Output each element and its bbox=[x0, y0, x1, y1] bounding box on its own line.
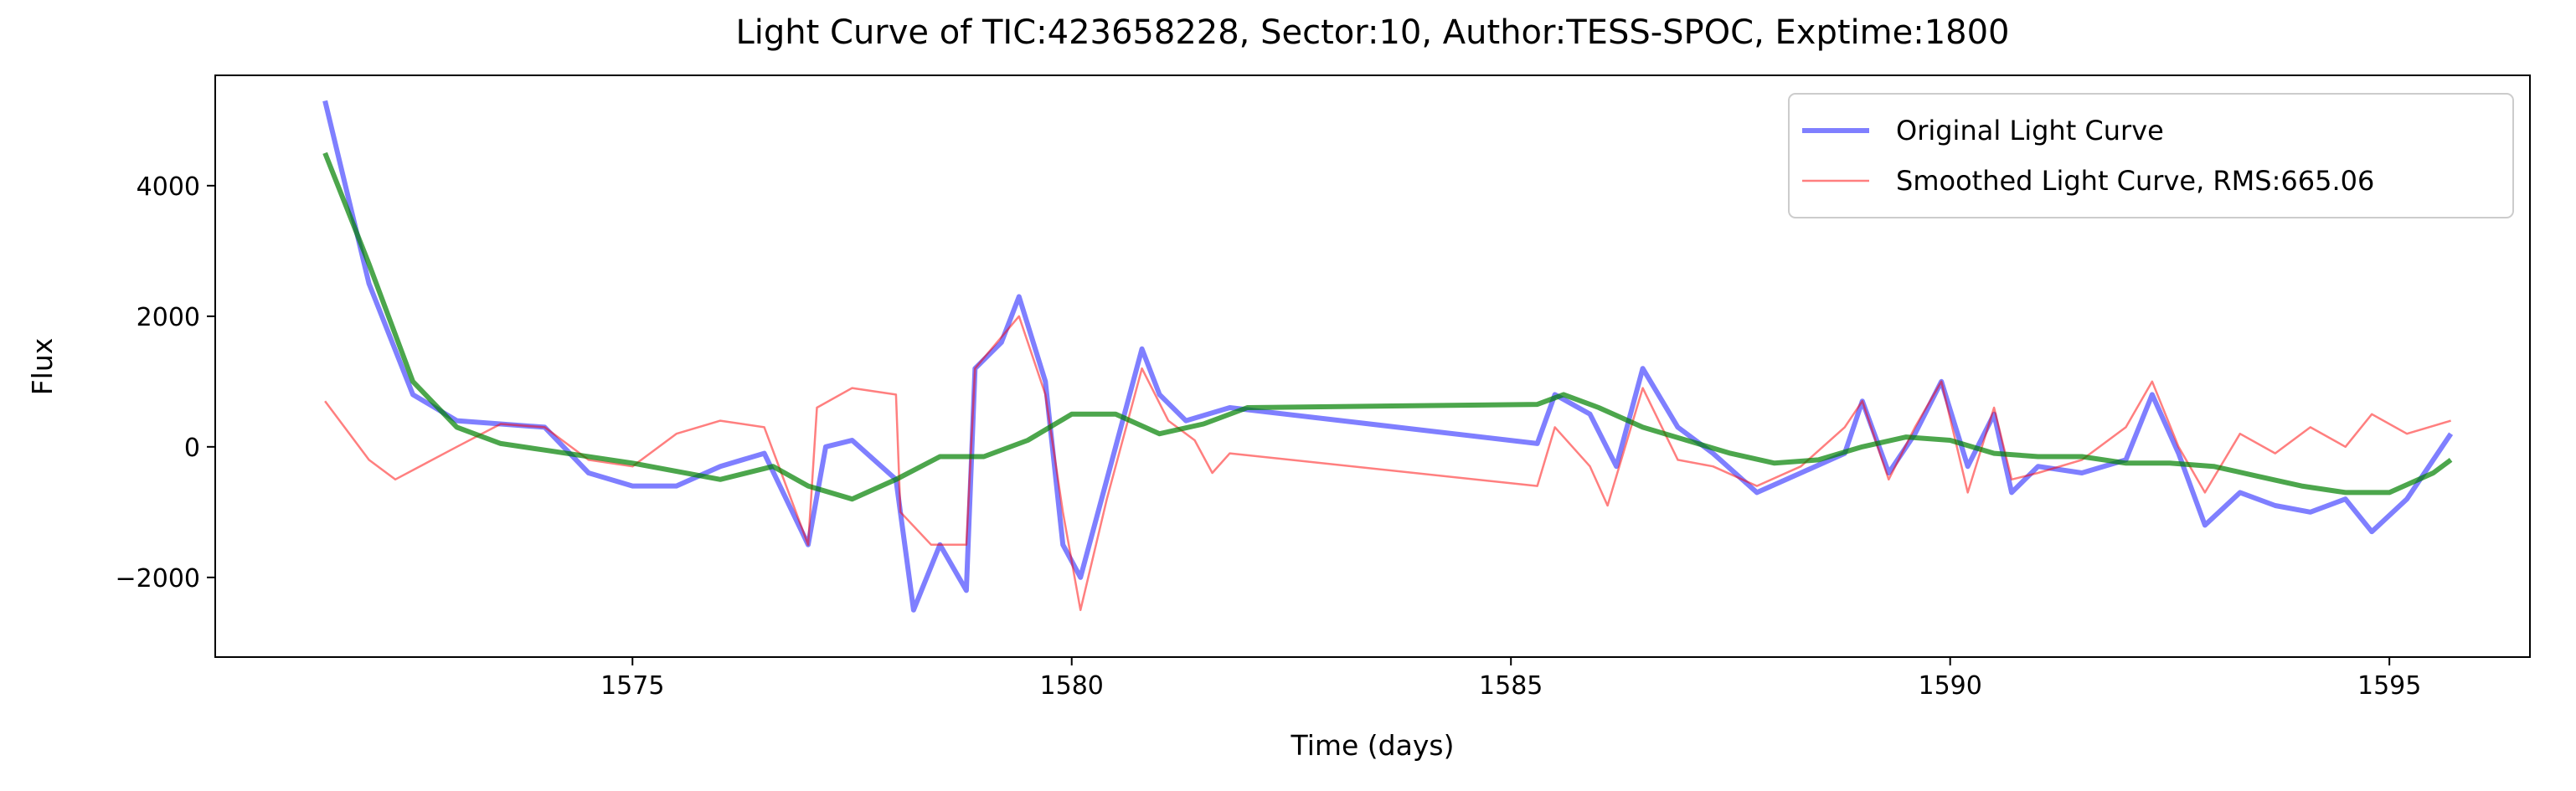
y-tick-label: 2000 bbox=[137, 303, 200, 332]
legend-label: Smoothed Light Curve, RMS:665.06 bbox=[1896, 165, 2374, 197]
y-axis-label: Flux bbox=[26, 338, 59, 396]
x-tick-label: 1575 bbox=[600, 671, 664, 701]
legend-box bbox=[1788, 93, 2514, 218]
x-tick-label: 1585 bbox=[1479, 671, 1543, 701]
plot-frame bbox=[214, 74, 2531, 658]
x-tick-label: 1595 bbox=[2357, 671, 2421, 701]
series-line bbox=[322, 100, 2454, 613]
y-tick-label: −2000 bbox=[116, 564, 200, 593]
plot-area bbox=[322, 100, 2454, 613]
x-tick-label: 1590 bbox=[1919, 671, 1982, 701]
series-line bbox=[322, 152, 2453, 502]
legend-label: Original Light Curve bbox=[1896, 115, 2164, 146]
x-tick-label: 1580 bbox=[1040, 671, 1104, 701]
series-line bbox=[324, 315, 2451, 612]
chart-title: Light Curve of TIC:423658228, Sector:10,… bbox=[735, 13, 2009, 52]
x-axis-label: Time (days) bbox=[1291, 729, 1455, 762]
y-tick-label: 0 bbox=[184, 434, 200, 463]
y-tick-label: 4000 bbox=[137, 172, 200, 202]
